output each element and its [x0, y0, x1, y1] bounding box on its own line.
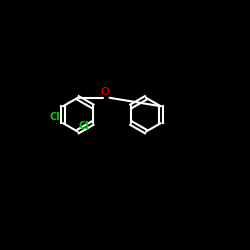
Text: O: O	[100, 87, 109, 97]
Text: Cl: Cl	[49, 112, 60, 122]
Text: Cl: Cl	[78, 121, 89, 131]
